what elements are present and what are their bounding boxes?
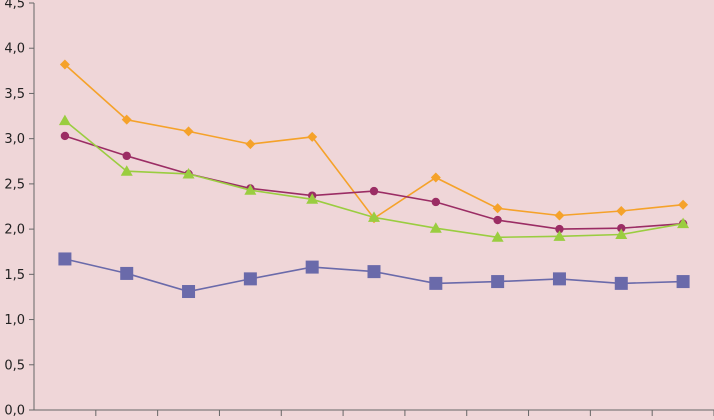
y-tick-label: 0,5	[4, 358, 25, 373]
data-point	[491, 231, 504, 242]
series-1	[59, 59, 689, 224]
axes	[29, 2, 714, 416]
data-point	[182, 285, 196, 299]
data-point	[678, 199, 689, 210]
data-point	[183, 126, 194, 137]
data-point	[491, 275, 505, 289]
data-point	[617, 224, 626, 233]
data-point	[244, 184, 257, 195]
data-point	[182, 167, 195, 179]
y-tick-label: 1,0	[4, 313, 25, 328]
data-point	[616, 206, 627, 217]
data-point	[367, 265, 381, 279]
y-tick-label: 0,0	[4, 404, 25, 419]
data-point	[305, 260, 319, 274]
y-tick-label: 2,5	[4, 177, 25, 192]
data-point	[493, 215, 502, 225]
data-point	[555, 224, 564, 234]
series-3	[58, 114, 690, 242]
data-point	[553, 230, 566, 241]
data-point	[368, 211, 380, 222]
data-point	[676, 275, 690, 289]
data-point	[58, 114, 71, 126]
data-point	[120, 266, 134, 280]
data-point	[243, 272, 257, 286]
y-tick-label: 2,0	[4, 223, 25, 238]
data-point	[431, 197, 441, 207]
data-point	[429, 276, 443, 290]
data-point	[58, 252, 72, 266]
y-tick-label: 3,0	[4, 132, 25, 147]
data-point	[429, 222, 442, 233]
y-tick-label: 4,5	[4, 0, 25, 12]
data-point	[307, 131, 318, 142]
series-4	[58, 252, 690, 299]
data-point	[245, 139, 256, 150]
data-point	[60, 131, 70, 141]
data-point	[59, 59, 70, 70]
data-point	[492, 203, 503, 214]
data-point	[120, 165, 133, 176]
data-point	[614, 276, 628, 290]
series-layer	[58, 59, 690, 299]
y-tick-label: 4,0	[4, 42, 25, 57]
y-axis-labels: 0,0 0,5 1,0 1,5 2,0 2,5 3,0 3,5 4,0 4,5	[4, 0, 25, 419]
data-point	[430, 172, 441, 183]
y-tick-label: 3,5	[4, 87, 25, 102]
data-point	[552, 272, 566, 286]
data-point	[677, 217, 690, 229]
data-point	[121, 114, 132, 125]
data-point	[122, 151, 131, 161]
data-point	[306, 193, 319, 204]
data-point	[615, 228, 628, 240]
data-point	[369, 186, 379, 196]
y-tick-label: 1,5	[4, 268, 25, 283]
data-point	[554, 210, 565, 221]
